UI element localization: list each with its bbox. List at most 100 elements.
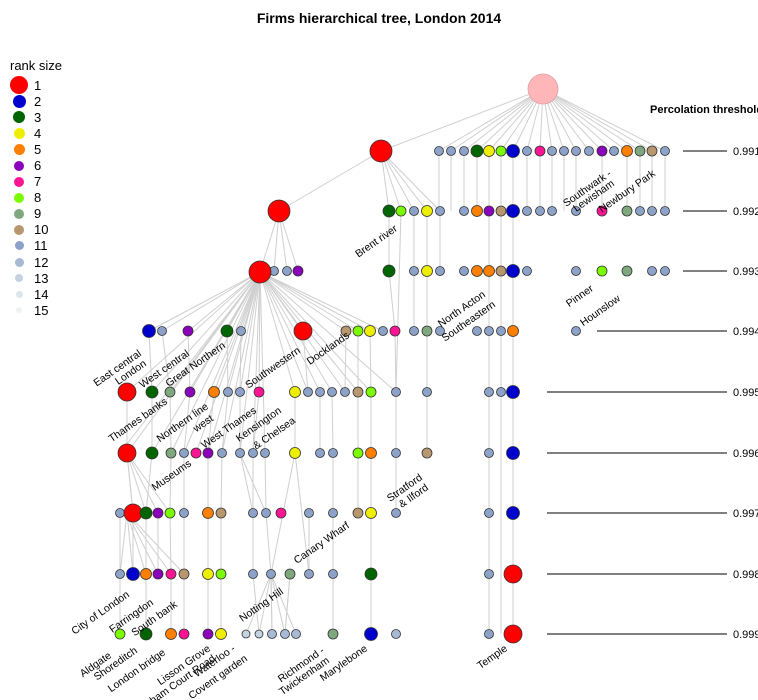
tree-edge (183, 391, 191, 454)
tree-node (547, 206, 557, 216)
tree-edge (126, 512, 159, 575)
tree-node (178, 628, 190, 640)
tree-node (284, 568, 296, 580)
tree-node (364, 325, 376, 337)
tree-node (660, 206, 670, 216)
tree-node (483, 205, 495, 217)
tree-edge (221, 271, 261, 454)
tree-edge (542, 88, 641, 152)
legend-label: 1 (34, 77, 42, 93)
tree-node (253, 386, 265, 398)
tree-edge (265, 512, 272, 575)
tree-node (382, 204, 396, 218)
tree-edge (151, 271, 261, 393)
tree-node (235, 448, 245, 458)
threshold-value: 0.997 (733, 508, 758, 520)
tree-edge (148, 271, 261, 332)
legend-swatch (14, 208, 24, 219)
tree-edge (270, 573, 286, 635)
legend-swatch (13, 111, 25, 124)
legend-swatch (10, 76, 28, 95)
tree-node (157, 326, 167, 336)
tree-edge (161, 271, 261, 332)
legend-item-13: 13 (10, 270, 62, 286)
chart-title: Firms hierarchical tree, London 2014 (256, 10, 502, 26)
tree-node (435, 266, 445, 276)
tree-node (421, 205, 433, 217)
tree-node (236, 326, 246, 336)
tree-edge (151, 271, 261, 454)
tree-edge (270, 573, 297, 635)
tree-edge (252, 271, 261, 454)
tree-edge (252, 391, 260, 454)
legend-swatch (13, 127, 25, 139)
tree-node (459, 266, 469, 276)
tree-node (459, 146, 469, 156)
tree-node (369, 139, 393, 163)
tree-node (470, 144, 484, 158)
tree-node (389, 325, 401, 337)
threshold-value: 0.999 (733, 629, 758, 641)
tree-edge (239, 330, 242, 393)
tree-edge (380, 150, 441, 212)
tree-node (248, 448, 258, 458)
tree-edge (259, 271, 359, 332)
tree-edge (239, 271, 261, 454)
tree-node (483, 265, 495, 277)
tree-edge (278, 150, 382, 212)
tree-edge (259, 271, 321, 393)
tree-node (635, 206, 645, 216)
threshold-value: 0.992 (733, 206, 758, 218)
tree-node (609, 146, 619, 156)
tree-node (435, 326, 445, 336)
legend-swatch (14, 192, 24, 203)
tree-nodes (114, 73, 670, 644)
tree-node (484, 569, 494, 579)
legend-label: 12 (34, 254, 49, 270)
tree-node (571, 146, 581, 156)
tree-node (280, 629, 290, 639)
tree-node (327, 387, 337, 397)
tree-node (266, 569, 276, 579)
tree-node (352, 325, 364, 337)
tree-edge (259, 271, 266, 454)
tree-node (223, 387, 233, 397)
tree-edge (294, 452, 310, 575)
legend-item-9: 9 (10, 206, 62, 222)
tree-node (117, 443, 137, 463)
tree-node (260, 448, 270, 458)
tree-node (303, 387, 313, 397)
legend-label: 15 (34, 302, 49, 318)
tree-edge (542, 88, 628, 152)
tree-node (522, 266, 532, 276)
tree-node (395, 205, 407, 217)
tree-node (472, 326, 482, 336)
legend-swatch (14, 241, 24, 251)
tree-edge (259, 271, 309, 393)
tree-node (328, 448, 338, 458)
legend-label: 6 (34, 158, 42, 174)
tree-node (184, 386, 196, 398)
legend-swatch (14, 176, 24, 187)
tree-node (275, 507, 287, 519)
legend-item-6: 6 (10, 157, 62, 173)
legend-label: 7 (34, 174, 42, 190)
tree-edge (187, 271, 261, 332)
tree-node (459, 206, 469, 216)
tree-edge (344, 330, 347, 393)
tree-node (126, 567, 140, 581)
tree-node (289, 447, 301, 459)
tree-node (471, 265, 483, 277)
tree-node (446, 146, 456, 156)
tree-node (660, 146, 670, 156)
tree-node (202, 507, 214, 519)
tree-edge (126, 512, 147, 575)
tree-edge (438, 88, 544, 152)
tree-node (634, 145, 646, 157)
tree-node (596, 265, 608, 277)
tree-node (391, 629, 401, 639)
region-label: Museums (150, 458, 194, 494)
legend-item-15: 15 (10, 302, 62, 318)
tree-node (254, 629, 264, 639)
